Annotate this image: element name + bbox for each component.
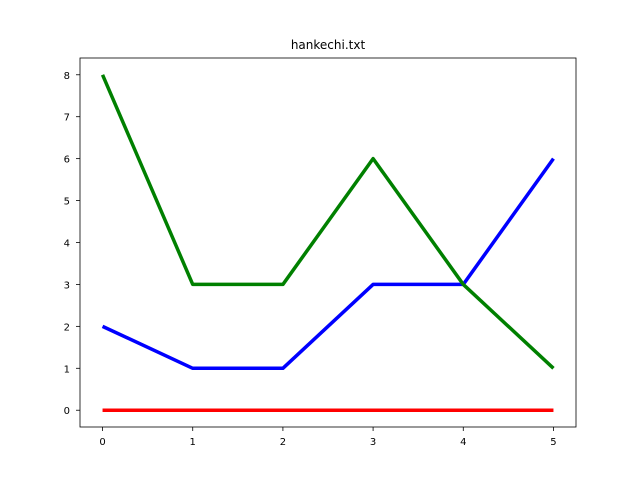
- x-tick-label: 1: [190, 437, 196, 448]
- x-tick-label: 2: [280, 437, 286, 448]
- x-axis: 0 1 2 3 4 5: [99, 427, 557, 448]
- y-tick-label: 5: [64, 197, 70, 208]
- chart-title: hankechi.txt: [291, 38, 366, 52]
- y-tick-label: 1: [64, 364, 70, 375]
- x-tick-label: 5: [550, 437, 556, 448]
- x-tick-label: 0: [99, 437, 105, 448]
- y-tick-label: 3: [64, 280, 70, 291]
- y-tick-label: 2: [64, 322, 70, 333]
- y-tick-label: 6: [64, 155, 70, 166]
- plot-frame: [79, 57, 577, 428]
- y-axis: 0 1 2 3 4 5 6 7 8: [64, 71, 80, 417]
- x-tick-label: 4: [460, 437, 466, 448]
- y-tick-label: 4: [64, 239, 70, 250]
- series-line-1: [101, 157, 555, 371]
- series-layer: [100, 74, 555, 412]
- y-tick-label: 8: [64, 71, 70, 82]
- series-line-2: [100, 74, 555, 370]
- y-tick-label: 7: [64, 113, 70, 124]
- x-tick-label: 3: [370, 437, 376, 448]
- y-tick-label: 0: [64, 406, 70, 417]
